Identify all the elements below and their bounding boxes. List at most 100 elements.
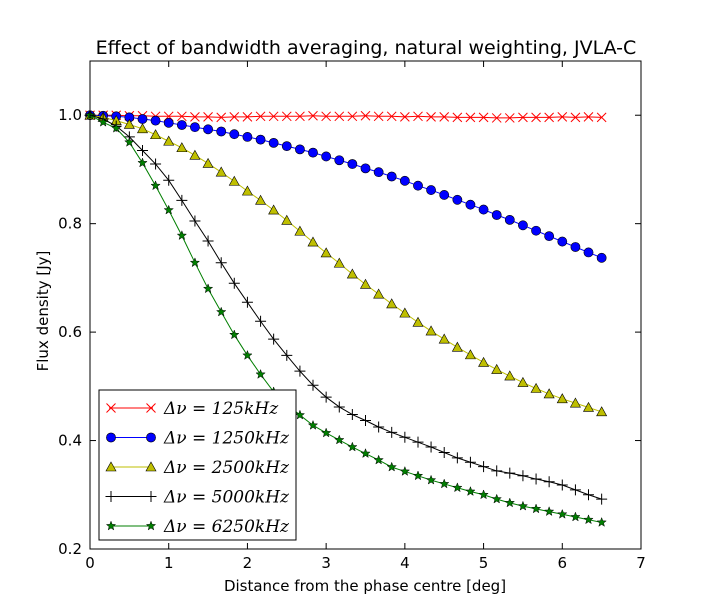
legend-marker	[146, 403, 156, 413]
series-4-point	[438, 446, 450, 458]
legend-marker	[105, 491, 117, 502]
series-5-point	[386, 461, 397, 472]
series-1-point	[281, 111, 292, 122]
series-5-point	[438, 478, 450, 489]
series-4-point	[582, 489, 594, 501]
series-4-point	[294, 365, 306, 377]
series-2-point	[531, 225, 541, 236]
series-1-point	[334, 111, 345, 122]
series-2-point	[176, 120, 187, 130]
legend-label-value: 5000kHz	[212, 488, 290, 508]
series-1-point	[308, 110, 318, 121]
series-5-point	[202, 283, 214, 294]
series-5-point	[530, 503, 542, 514]
series-1-point	[400, 111, 410, 122]
series-3-point	[163, 135, 175, 146]
series-1-point	[190, 111, 200, 122]
series-1-point	[544, 112, 554, 123]
series-5-point	[517, 500, 529, 511]
series-5-point	[110, 122, 122, 133]
series-2-point	[452, 194, 463, 205]
series-3-point	[412, 316, 424, 327]
series-4-point	[255, 315, 267, 327]
series-1-point	[426, 111, 436, 122]
series-4-point	[307, 379, 319, 391]
series-3-point	[123, 118, 135, 129]
series-4-point	[504, 467, 516, 479]
series-1-point	[242, 111, 253, 122]
series-5-point	[124, 136, 135, 147]
series-4-point	[228, 277, 240, 289]
legend-marker	[145, 520, 157, 531]
series-2-point	[321, 151, 332, 162]
series-4-point	[150, 158, 162, 170]
series-1-point	[360, 110, 371, 121]
series-1-point	[478, 112, 489, 123]
series-5-point	[215, 306, 227, 317]
legend-box	[98, 389, 297, 541]
series-5-point	[504, 497, 516, 508]
series-5-point	[478, 489, 489, 500]
series-1-point	[583, 111, 594, 122]
legend-marker	[145, 461, 157, 472]
x-tick-label: 4	[400, 554, 410, 572]
series-3-point	[215, 166, 227, 177]
legend-item: Δν = 125kHz	[106, 399, 280, 419]
legend-label-value: 1250kHz	[212, 429, 290, 449]
series-2-point	[491, 210, 502, 220]
series-3-point	[228, 175, 240, 186]
series-3-point	[517, 376, 529, 387]
series-3-point	[556, 393, 568, 404]
series-5-line	[89, 114, 602, 523]
series-1-point	[491, 113, 502, 123]
legend-label-prefix: Δν =	[163, 429, 212, 449]
series-3-point	[543, 388, 555, 399]
series-2-point	[478, 204, 489, 215]
x-tick-label: 0	[85, 554, 95, 572]
x-tick-label: 5	[479, 554, 489, 572]
series-2-point	[255, 134, 266, 145]
series-3-point	[255, 194, 267, 205]
series-2-point	[334, 155, 345, 166]
series-5-point	[452, 482, 463, 493]
series-2-point	[268, 137, 279, 148]
series-1-point	[439, 111, 450, 122]
series-3-point	[150, 129, 162, 140]
series-2-point	[163, 117, 174, 128]
series-4-point	[333, 401, 345, 413]
y-tick-label: 0.6	[58, 323, 82, 341]
series-5-point	[97, 116, 109, 127]
series-5-point	[596, 516, 607, 527]
series-5-point	[347, 441, 358, 452]
series-1-point	[596, 112, 607, 123]
series-1-point	[504, 113, 515, 123]
series-1-point	[518, 112, 528, 123]
series-4-point	[189, 215, 201, 227]
legend-marker	[146, 432, 156, 443]
legend-label-value: 125kHz	[212, 399, 280, 419]
series-4-point	[268, 333, 280, 345]
series-4-point	[202, 235, 214, 247]
series-4-point	[215, 257, 227, 269]
series-1-point	[229, 111, 240, 122]
series-3-point	[241, 185, 253, 196]
plot-frame	[89, 60, 642, 550]
series-1-point	[452, 112, 463, 123]
series-1-point	[465, 112, 476, 123]
series-1-point	[347, 111, 358, 122]
series-3-point	[373, 288, 385, 299]
series-2-line	[89, 114, 602, 259]
series-2-point	[504, 214, 515, 225]
series-3-point	[451, 341, 463, 352]
x-tick-label: 2	[243, 554, 253, 572]
series-4	[84, 109, 608, 505]
series-2-point	[360, 163, 371, 174]
series-1-point	[373, 111, 384, 122]
x-tick-label: 3	[321, 554, 331, 572]
legend-label-prefix: Δν =	[163, 517, 212, 537]
x-axis-label: Distance from the phase centre [deg]	[224, 577, 506, 595]
series-3-point	[386, 298, 398, 309]
series-5-point	[465, 485, 476, 496]
series-2-point	[583, 247, 594, 258]
